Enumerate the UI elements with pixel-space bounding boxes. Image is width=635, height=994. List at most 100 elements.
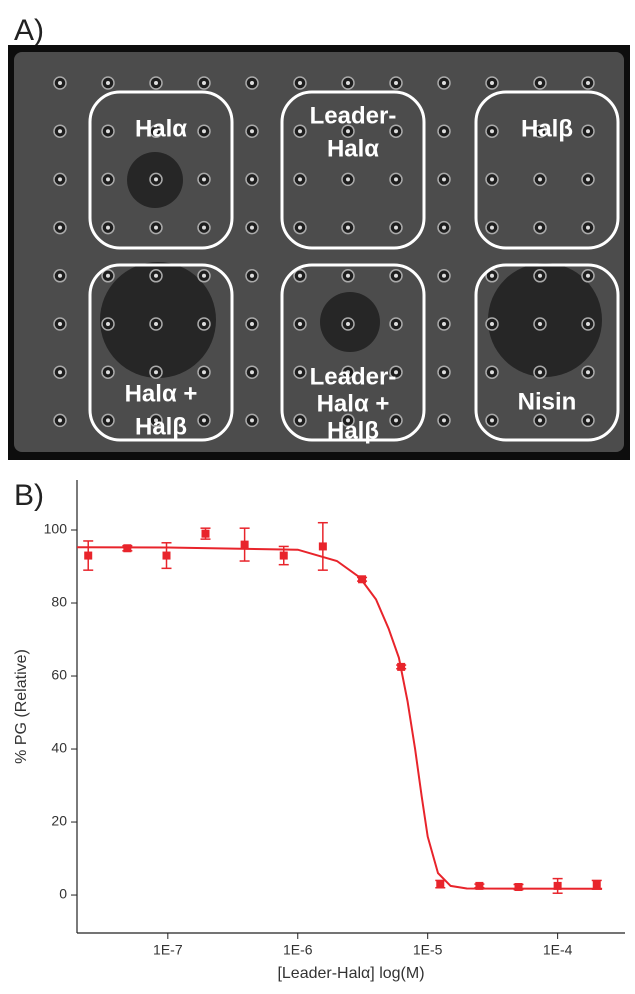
well-center [586, 418, 590, 422]
y-axis-title: % PG (Relative) [13, 649, 30, 764]
well-group-label: Halβ [327, 417, 379, 444]
well-center [202, 81, 206, 85]
well-center [490, 274, 494, 278]
well-center [202, 418, 206, 422]
well-center [250, 370, 254, 374]
data-point [241, 541, 249, 549]
well-center [586, 322, 590, 326]
well-center [298, 274, 302, 278]
well-center [490, 322, 494, 326]
well-center [106, 274, 110, 278]
well-center [106, 226, 110, 230]
well-center [490, 129, 494, 133]
well-center [586, 81, 590, 85]
well-center [490, 418, 494, 422]
well-center [394, 81, 398, 85]
well-center [586, 274, 590, 278]
well-center [106, 418, 110, 422]
data-point [397, 663, 405, 671]
well-center [250, 129, 254, 133]
well-center [538, 274, 542, 278]
well-center [298, 370, 302, 374]
well-center [538, 370, 542, 374]
well-center [442, 129, 446, 133]
well-center [490, 81, 494, 85]
well-center [202, 274, 206, 278]
well-center [586, 226, 590, 230]
x-tick-label: 1E-4 [543, 942, 573, 958]
y-tick-label: 80 [51, 594, 67, 610]
well-center [106, 81, 110, 85]
data-point [84, 552, 92, 560]
data-point [515, 883, 523, 891]
well-center [442, 322, 446, 326]
well-center [58, 274, 62, 278]
well-group-label: Leader- [310, 102, 397, 129]
panel-label: A) [14, 14, 44, 47]
y-tick-label: 60 [51, 667, 67, 683]
well-center [58, 129, 62, 133]
well-center [106, 322, 110, 326]
well-center [154, 370, 158, 374]
well-center [490, 226, 494, 230]
well-group-label: Nisin [518, 388, 577, 415]
data-point [475, 882, 483, 890]
well-center [394, 274, 398, 278]
data-point [280, 552, 288, 560]
well-center [442, 81, 446, 85]
well-center [586, 129, 590, 133]
data-point [163, 552, 171, 560]
well-center [58, 81, 62, 85]
well-center [58, 226, 62, 230]
well-center [394, 129, 398, 133]
well-center [346, 177, 350, 181]
well-center [154, 177, 158, 181]
well-center [106, 370, 110, 374]
y-tick-label: 100 [44, 521, 68, 537]
well-center [538, 418, 542, 422]
well-center [394, 418, 398, 422]
well-group-label: Leader- [310, 363, 397, 390]
well-group-label: Halβ [135, 413, 187, 440]
well-center [490, 177, 494, 181]
well-center [202, 226, 206, 230]
well-center [298, 177, 302, 181]
well-center [538, 322, 542, 326]
data-point [436, 880, 444, 888]
well-center [202, 322, 206, 326]
well-group-label: Halα + [317, 390, 390, 417]
panel-label: B) [14, 479, 44, 512]
data-point [358, 575, 366, 583]
well-center [538, 177, 542, 181]
well-center [346, 81, 350, 85]
well-center [394, 322, 398, 326]
well-center [586, 370, 590, 374]
well-center [202, 129, 206, 133]
well-center [586, 177, 590, 181]
well-center [394, 177, 398, 181]
well-center [298, 322, 302, 326]
well-center [346, 226, 350, 230]
fit-curve [77, 547, 602, 889]
well-group-label: Halα [327, 135, 379, 162]
well-center [346, 129, 350, 133]
well-center [58, 370, 62, 374]
well-center [298, 226, 302, 230]
well-center [250, 322, 254, 326]
data-point [554, 882, 562, 890]
y-tick-label: 20 [51, 813, 67, 829]
well-center [154, 274, 158, 278]
well-center [250, 418, 254, 422]
data-point [593, 881, 601, 889]
well-center [442, 226, 446, 230]
well-center [58, 418, 62, 422]
well-center [442, 274, 446, 278]
well-center [250, 226, 254, 230]
well-center [106, 129, 110, 133]
x-tick-label: 1E-5 [413, 942, 443, 958]
figure: A) HalαLeader-HalαHalβHalα +HalβLeader-H… [0, 0, 635, 989]
well-center [154, 322, 158, 326]
well-center [394, 226, 398, 230]
well-center [298, 81, 302, 85]
well-center [346, 274, 350, 278]
